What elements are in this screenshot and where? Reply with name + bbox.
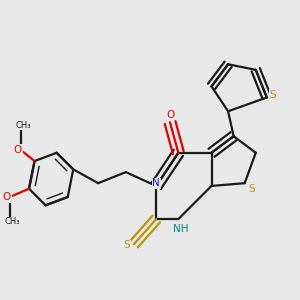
Text: CH₃: CH₃ <box>16 121 31 130</box>
Text: O: O <box>14 145 22 155</box>
Text: S: S <box>124 240 130 250</box>
Text: O: O <box>166 110 174 120</box>
Text: S: S <box>248 184 255 194</box>
Text: NH: NH <box>173 224 189 234</box>
Text: N: N <box>152 178 160 188</box>
Text: S: S <box>269 90 276 100</box>
Text: O: O <box>3 192 11 202</box>
Text: CH₃: CH₃ <box>5 218 20 226</box>
